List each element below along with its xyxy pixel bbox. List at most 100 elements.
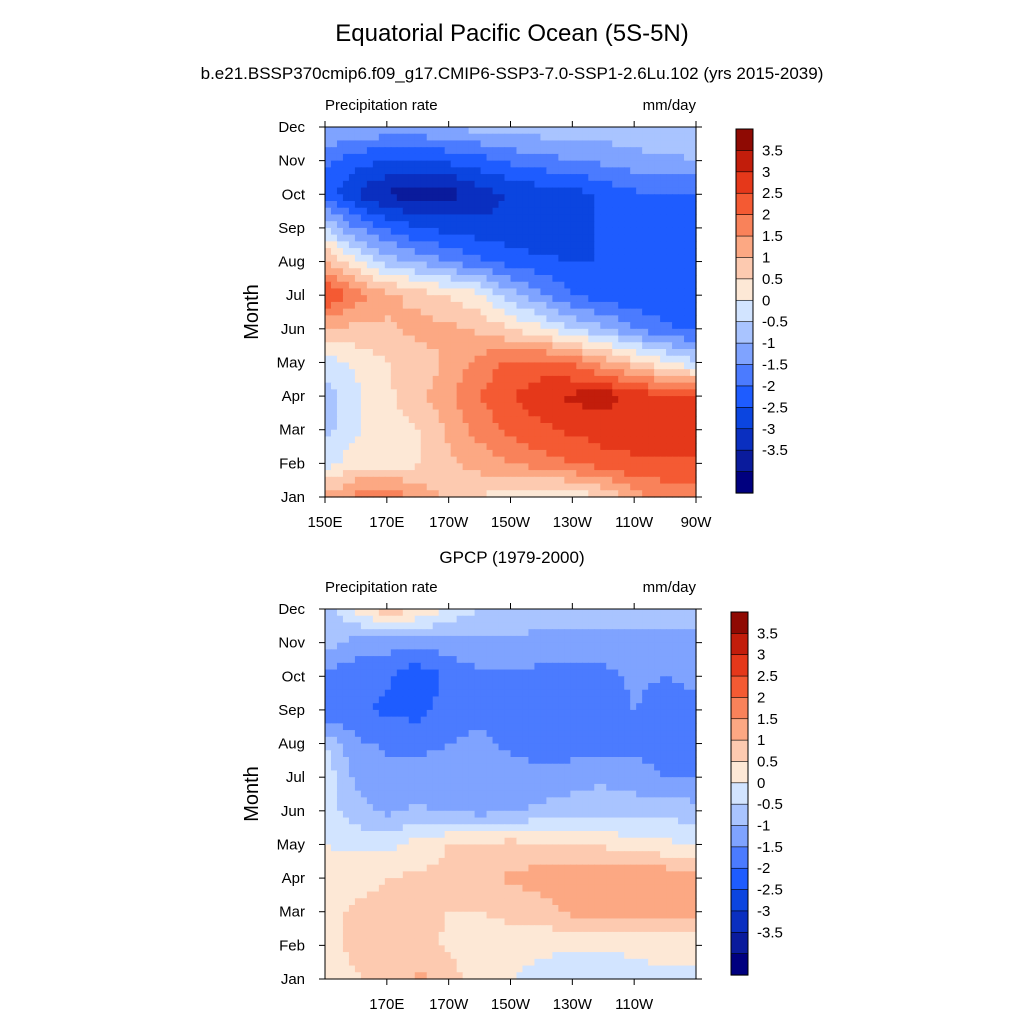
contour-cell (588, 743, 595, 751)
contour-cell (600, 483, 607, 491)
contour-cell (618, 241, 625, 249)
contour-cell (558, 362, 565, 370)
contour-cell (408, 234, 416, 242)
contour-cell (360, 730, 368, 738)
contour-cell (672, 483, 679, 491)
contour-cell (456, 709, 464, 718)
contour-cell (325, 709, 332, 718)
contour-cell (426, 342, 434, 350)
contour-cell (552, 669, 559, 677)
x-tick-label: 170E (369, 514, 404, 531)
figure-subtitle: b.e21.BSSP370cmip6.f09_g17.CMIP6-SSP3-7.… (200, 64, 824, 83)
contour-cell (678, 629, 685, 637)
contour-cell (360, 214, 368, 222)
contour-cell (528, 261, 536, 269)
contour-cell (474, 416, 482, 424)
contour-cell (348, 723, 356, 731)
contour-cell (360, 456, 368, 464)
contour-cell (666, 723, 673, 731)
contour-cell (330, 629, 338, 637)
contour-cell (684, 629, 691, 637)
contour-cell (420, 456, 428, 464)
contour-cell (498, 470, 506, 478)
contour-cell (510, 308, 518, 316)
contour-cell (384, 490, 392, 498)
contour-cell (606, 127, 613, 135)
contour-cell (576, 689, 583, 698)
contour-cell (444, 254, 452, 263)
contour-cell (678, 355, 685, 364)
contour-cell (498, 227, 506, 236)
contour-cell (648, 355, 655, 364)
contour-cell (564, 656, 571, 664)
contour-cell (378, 275, 386, 283)
contour-cell (366, 153, 374, 162)
contour-cell (486, 716, 494, 724)
contour-cell (504, 308, 512, 316)
contour-cell (648, 221, 655, 229)
contour-cell (636, 449, 643, 458)
contour-cell (444, 683, 452, 691)
contour-cell (330, 609, 338, 617)
contour-cell (420, 736, 428, 745)
contour-cell (522, 127, 530, 135)
contour-cell (498, 736, 506, 745)
contour-cell (564, 703, 571, 711)
contour-cell (666, 635, 673, 644)
contour-cell (660, 730, 667, 738)
contour-cell (348, 416, 356, 424)
contour-cell (552, 750, 559, 758)
contour-cell (384, 609, 392, 617)
contour-cell (576, 234, 583, 242)
contour-cell (576, 375, 583, 384)
contour-cell (552, 703, 559, 711)
contour-cell (408, 167, 416, 175)
contour-cell (444, 696, 452, 704)
contour-cell (378, 476, 386, 485)
contour-cell (672, 227, 679, 236)
contour-cell (366, 449, 374, 458)
contour-cell (444, 261, 452, 269)
contour-cell (378, 642, 386, 650)
contour-cell (600, 187, 607, 195)
contour-cell (456, 629, 464, 637)
contour-cell (366, 241, 374, 249)
contour-cell (564, 463, 571, 471)
contour-cell (474, 201, 482, 209)
contour-cell (666, 221, 673, 229)
contour-cell (690, 396, 697, 404)
contour-cell (438, 757, 446, 765)
contour-cell (336, 201, 344, 209)
contour-cell (348, 423, 356, 431)
contour-cell (504, 476, 512, 485)
contour-cell (582, 622, 589, 630)
contour-cell (642, 389, 649, 397)
contour-cell (402, 308, 410, 316)
contour-cell (438, 254, 446, 263)
contour-cell (396, 288, 404, 296)
contour-cell (438, 153, 446, 162)
contour-cell (366, 147, 374, 155)
contour-cell (342, 409, 350, 417)
contour-cell (468, 423, 476, 431)
colorbar-swatch (735, 171, 754, 194)
contour-cell (462, 127, 470, 135)
contour-cell (564, 396, 571, 404)
contour-cell (325, 743, 332, 751)
contour-cell (516, 676, 524, 684)
contour-cell (522, 676, 530, 684)
contour-cell (510, 622, 518, 630)
contour-cell (426, 716, 434, 724)
contour-cell (420, 315, 428, 323)
contour-cell (390, 635, 398, 644)
contour-cell (486, 402, 494, 411)
contour-cell (648, 402, 655, 411)
contour-cell (534, 153, 542, 162)
contour-cell (690, 642, 697, 650)
contour-cell (330, 227, 338, 236)
contour-cell (690, 662, 697, 671)
contour-cell (432, 402, 440, 411)
contour-cell (390, 389, 398, 397)
contour-cell (408, 490, 416, 498)
contour-cell (456, 133, 464, 142)
